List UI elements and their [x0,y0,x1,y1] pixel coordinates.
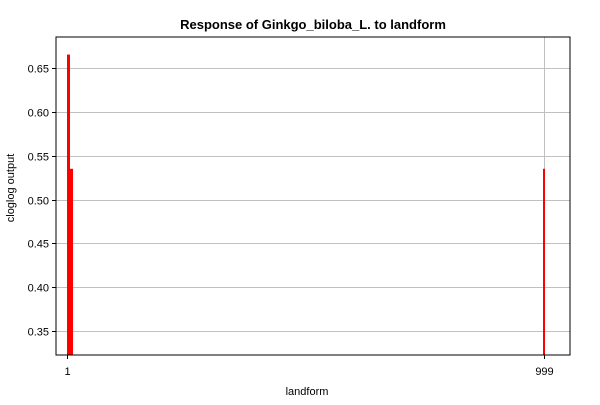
bar-2 [70,168,73,355]
x-tick-label: 999 [535,366,553,378]
y-tick-label: 0.40 [28,283,49,295]
y-tick-label: 0.50 [28,196,49,208]
y-axis-label: cloglog output [5,154,17,223]
x-axis-label: landform [286,386,329,398]
bars [67,54,545,355]
y-tick-label: 0.35 [28,327,49,339]
chart-title: Response of Ginkgo_biloba_L. to landform [180,17,446,32]
bar-1 [67,54,70,355]
y-tick-label: 0.45 [28,239,49,251]
y-tick-label: 0.55 [28,152,49,164]
y-tick-label: 0.65 [28,64,49,76]
grid-lines [56,37,570,355]
x-tick-label: 1 [64,366,70,378]
x-axis-ticks: 1 999 [64,355,554,378]
plot-frame [55,36,571,356]
bar-999 [543,168,545,355]
y-axis-ticks: 0.35 0.40 0.45 0.50 0.55 0.60 0.65 [28,64,56,339]
y-tick-label: 0.60 [28,108,49,120]
